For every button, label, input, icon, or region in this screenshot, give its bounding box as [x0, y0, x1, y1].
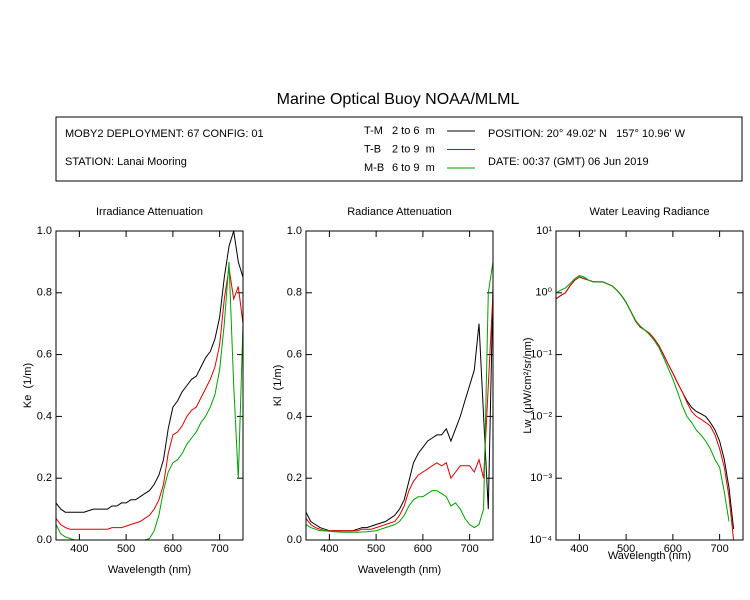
- legend-depth: 6 to 9 m: [392, 162, 435, 174]
- x-tick-label: 600: [164, 543, 182, 555]
- y-tick-label: 0.4: [287, 410, 302, 422]
- x-tick-label: 500: [367, 543, 385, 555]
- x-tick-label: 500: [617, 543, 635, 555]
- y-tick-label: 0.6: [287, 349, 302, 361]
- position: POSITION: 20° 49.02' N 157° 10.96' W: [488, 128, 686, 140]
- plot-frame: [555, 230, 744, 541]
- series-line: [306, 292, 493, 532]
- y-tick-label: 10⁻⁴: [529, 534, 552, 546]
- y-tick-label: 1.0: [287, 225, 302, 237]
- y-tick-label: 0.0: [287, 534, 302, 546]
- y-tick-label: 0.6: [37, 349, 52, 361]
- deployment: MOBY2 DEPLOYMENT: 67 CONFIG: 01: [65, 128, 264, 140]
- x-tick-label: 400: [320, 543, 338, 555]
- x-axis-label: Wavelength (nm): [608, 550, 691, 562]
- x-tick-label: 400: [70, 543, 88, 555]
- x-tick-label: 600: [414, 543, 432, 555]
- legend-name: T-M: [364, 125, 383, 137]
- legend-name: M-B: [364, 162, 384, 174]
- legend-depth: 2 to 6 m: [392, 125, 435, 137]
- series-line: [56, 231, 243, 513]
- plot-frame: [305, 230, 494, 541]
- series-line: [306, 286, 493, 532]
- series-line: [556, 276, 735, 530]
- x-tick-label: 500: [117, 543, 135, 555]
- legend-depth: 2 to 9 m: [392, 143, 435, 155]
- y-tick-label: 0.8: [37, 287, 52, 299]
- series-line: [56, 261, 243, 540]
- x-axis-label: Wavelength (nm): [358, 564, 441, 576]
- y-tick-label: 10⁻²: [530, 410, 552, 422]
- station: STATION: Lanai Mooring: [65, 156, 187, 168]
- y-axis-label: Lw (μW/cm²/sr/nm): [522, 337, 534, 433]
- subplot-title: Irradiance Attenuation: [96, 206, 203, 218]
- plot-frame: [55, 230, 244, 541]
- figure-title: Marine Optical Buoy NOAA/MLML: [277, 91, 520, 108]
- y-tick-label: 10⁰: [535, 287, 552, 299]
- y-tick-label: 0.2: [287, 472, 302, 484]
- y-tick-label: 0.4: [37, 410, 52, 422]
- y-axis-label: Ke (1/m): [22, 363, 34, 408]
- legend-name: T-B: [364, 143, 381, 155]
- y-tick-label: 0.0: [37, 534, 52, 546]
- x-tick-label: 600: [664, 543, 682, 555]
- x-tick-label: 700: [460, 543, 478, 555]
- subplot-title: Radiance Attenuation: [347, 206, 452, 218]
- info-box: [55, 116, 743, 182]
- subplot-title: Water Leaving Radiance: [589, 206, 709, 218]
- y-tick-label: 10⁻¹: [530, 349, 552, 361]
- legend: T-M 2 to 6 m T-B 2 to 9 m M-B 6 to 9 m: [364, 125, 475, 174]
- series-line: [556, 275, 730, 522]
- date: DATE: 00:37 (GMT) 06 Jun 2019: [488, 156, 649, 168]
- y-tick-label: 1.0: [37, 225, 52, 237]
- series-line: [306, 261, 493, 533]
- series-line: [56, 268, 243, 530]
- y-tick-label: 0.2: [37, 472, 52, 484]
- y-tick-label: 10¹: [536, 225, 552, 237]
- y-tick-label: 0.8: [287, 287, 302, 299]
- x-tick-label: 700: [210, 543, 228, 555]
- x-tick-label: 700: [710, 543, 728, 555]
- x-axis-label: Wavelength (nm): [108, 564, 191, 576]
- x-tick-label: 400: [570, 543, 588, 555]
- y-axis-label: Kl (1/m): [272, 365, 284, 407]
- y-tick-label: 10⁻³: [530, 472, 552, 484]
- series-line: [556, 276, 735, 540]
